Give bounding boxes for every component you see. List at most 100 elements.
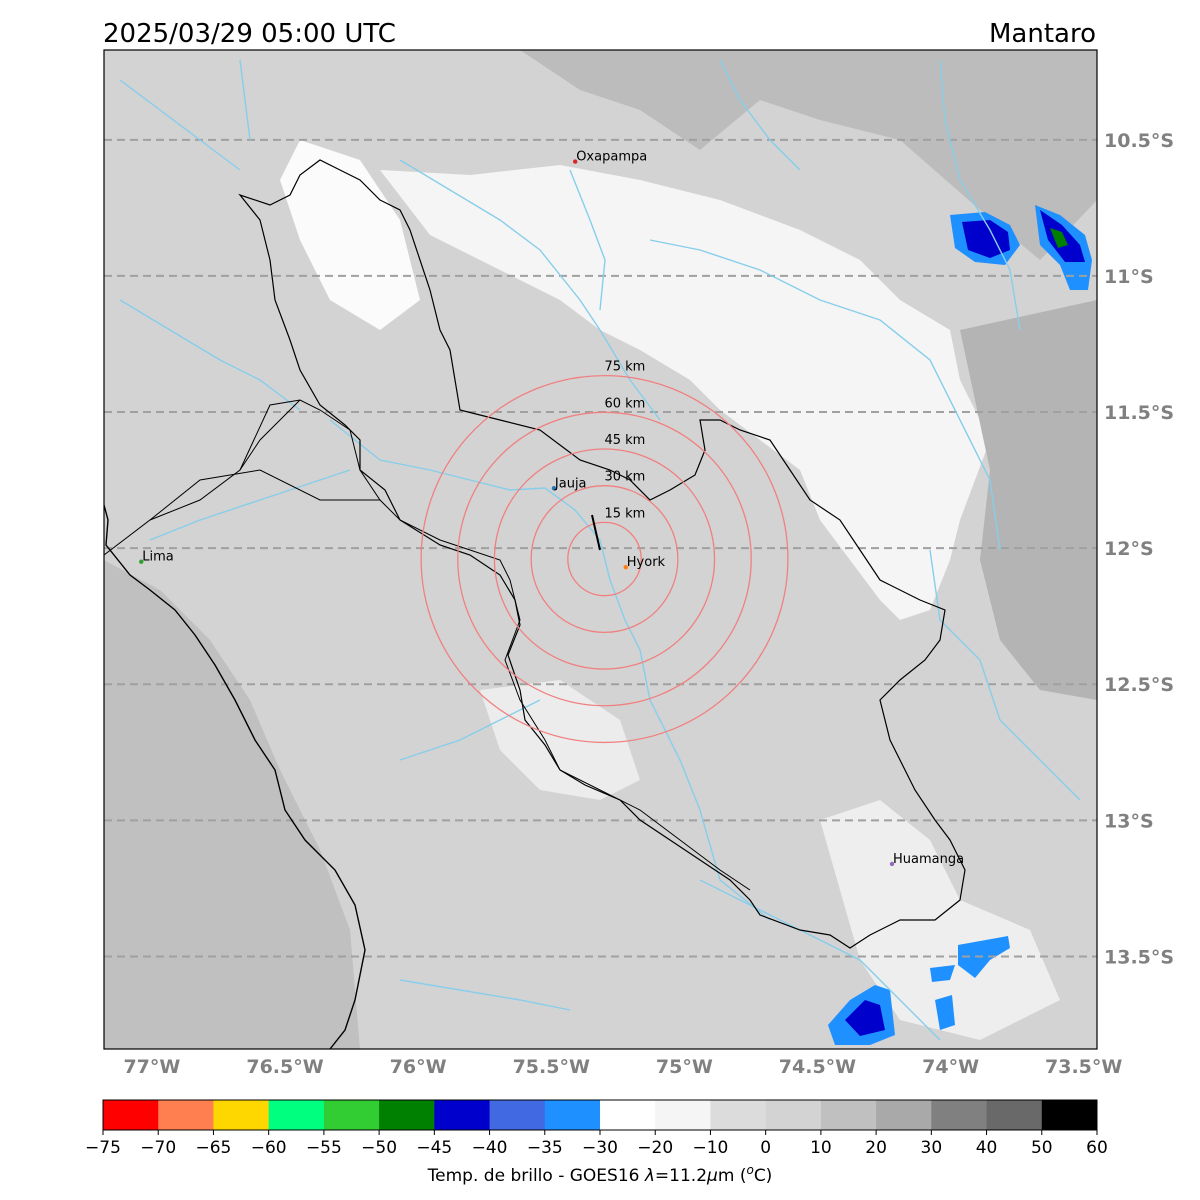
colorbar-bin bbox=[931, 1100, 988, 1130]
department-boundaries bbox=[104, 399, 751, 891]
river-east-1 bbox=[649, 239, 1001, 551]
colorbar-tick-label: 50 bbox=[1031, 1138, 1053, 1158]
city-label: Lima bbox=[142, 550, 173, 565]
city-label: Hyork bbox=[627, 555, 666, 570]
range-ring bbox=[420, 374, 789, 744]
colorbar-bin bbox=[1041, 1100, 1098, 1130]
range-ring bbox=[530, 485, 679, 634]
colorbar-bin bbox=[434, 1100, 491, 1130]
river-north-1 bbox=[399, 159, 661, 421]
river-north-3 bbox=[119, 79, 241, 171]
lat-label: 11.5°S bbox=[1104, 402, 1174, 424]
cloud-field-gray-east bbox=[960, 300, 1097, 700]
city-marker bbox=[889, 861, 895, 867]
river-south-1 bbox=[399, 699, 541, 761]
colorbar-bin bbox=[765, 1100, 822, 1130]
lat-label: 13°S bbox=[1104, 810, 1154, 832]
river-east-3 bbox=[929, 549, 1081, 801]
colorbar-tick-label: −50 bbox=[361, 1138, 397, 1158]
river-west-1 bbox=[149, 469, 351, 541]
colorbar-bin bbox=[379, 1100, 435, 1130]
colorbar-bin bbox=[600, 1100, 656, 1130]
colorbar-bin bbox=[986, 1100, 1043, 1130]
lon-label: 76°W bbox=[390, 1056, 447, 1078]
colorbar-bin bbox=[213, 1100, 270, 1130]
city-label: Huamanga bbox=[893, 852, 964, 867]
river-north-2 bbox=[569, 169, 606, 311]
river-north-5 bbox=[239, 59, 251, 141]
colorbar-bin bbox=[103, 1100, 159, 1130]
colorbar-label: Temp. de brillo - GOES16 λ=11.2μm (oC) bbox=[427, 1163, 773, 1186]
city-marker bbox=[623, 564, 628, 570]
lon-label: 76.5°W bbox=[246, 1056, 323, 1078]
colorbar-tick-label: −75 bbox=[85, 1138, 121, 1158]
river-mantaro bbox=[329, 419, 771, 921]
lat-label: 12°S bbox=[1104, 538, 1154, 560]
lon-label: 75°W bbox=[656, 1056, 713, 1078]
river-north-4 bbox=[719, 59, 801, 171]
range-ring-label: 30 km bbox=[604, 470, 645, 485]
range-ring-label: 45 km bbox=[604, 433, 645, 448]
river-west-2 bbox=[119, 299, 301, 411]
colorbar-bin bbox=[489, 1100, 546, 1130]
colorbar-tick-label: 0 bbox=[760, 1138, 771, 1158]
latitude-labels: 10.5°S 11°S 11.5°S 12°S 12.5°S 13°S 13.5°S bbox=[1104, 130, 1174, 969]
rivers bbox=[119, 59, 1081, 1041]
colorbar-bin bbox=[820, 1100, 877, 1130]
lat-label: 10.5°S bbox=[1104, 130, 1174, 152]
range-ring-label: 75 km bbox=[604, 360, 645, 375]
colorbar-tick-label: −20 bbox=[637, 1138, 673, 1158]
colorbar-bin bbox=[655, 1100, 711, 1130]
colorbar-tick-label: −10 bbox=[692, 1138, 728, 1158]
range-ring-label: 15 km bbox=[604, 506, 645, 521]
datetime-title: 2025/03/29 05:00 UTC bbox=[103, 19, 396, 49]
cloud-field-gray-ne bbox=[520, 50, 1097, 260]
longitude-labels: 77°W 76.5°W 76°W 75.5°W 75°W 74.5°W 74°W 73.5°W bbox=[123, 1056, 1122, 1078]
colorbar-tick-label: −65 bbox=[195, 1138, 231, 1158]
colorbar-bin bbox=[876, 1100, 932, 1130]
convective-cell-northeast bbox=[950, 205, 1092, 290]
basin-title: Mantaro bbox=[989, 19, 1096, 49]
city-label: Jauja bbox=[554, 476, 587, 491]
river-east-2 bbox=[939, 59, 1021, 331]
lon-label: 74°W bbox=[922, 1056, 979, 1078]
track-line bbox=[591, 514, 601, 551]
range-rings: 15 km 30 km 45 km 60 km 75 km bbox=[420, 360, 789, 744]
colorbar-tick-label: 40 bbox=[976, 1138, 998, 1158]
map-panel: 15 km 30 km 45 km 60 km 75 km Oxapampa Jauja H… bbox=[104, 50, 1097, 1049]
cloud-field-gray-west bbox=[104, 560, 360, 1049]
lon-label: 75.5°W bbox=[513, 1056, 590, 1078]
colorbar-tick-label: −70 bbox=[140, 1138, 176, 1158]
colorbar-tick-label: −30 bbox=[582, 1138, 618, 1158]
city-marker bbox=[573, 159, 578, 164]
colorbar-tick-label: 10 bbox=[810, 1138, 832, 1158]
colorbar-tick-label: 30 bbox=[921, 1138, 943, 1158]
convective-cell-south bbox=[828, 936, 1010, 1045]
river-south-3 bbox=[399, 979, 571, 1011]
range-ring-label: 60 km bbox=[604, 396, 645, 411]
lat-label: 11°S bbox=[1104, 266, 1154, 288]
colorbar-tick-label: 60 bbox=[1086, 1138, 1108, 1158]
lon-label: 77°W bbox=[123, 1056, 180, 1078]
lat-label: 13.5°S bbox=[1104, 946, 1174, 968]
colorbar-tick-label: −60 bbox=[251, 1138, 287, 1158]
colorbar-tick-label: −35 bbox=[527, 1138, 563, 1158]
lon-label: 73.5°W bbox=[1045, 1056, 1122, 1078]
city-label: Oxapampa bbox=[576, 150, 647, 165]
colorbar-bin bbox=[710, 1100, 767, 1130]
cloud-field-white-north bbox=[280, 140, 420, 330]
colorbar-ticks: −75 −70 −65 −60 −55 −50 −45 −40 −35 −30 −20 −10 0 10 2… bbox=[85, 1130, 1108, 1158]
colorbar-bin bbox=[323, 1100, 380, 1130]
lon-label: 74.5°W bbox=[779, 1056, 856, 1078]
colorbar-bin bbox=[268, 1100, 325, 1130]
coastline bbox=[104, 504, 366, 1049]
cloud-field-white-center bbox=[380, 165, 990, 620]
map-frame bbox=[103, 49, 1098, 1050]
city-marker bbox=[139, 559, 144, 564]
cities: Oxapampa Jauja Hyork Lima Huamanga bbox=[139, 150, 964, 867]
colorbar-tick-label: −55 bbox=[306, 1138, 342, 1158]
range-ring bbox=[457, 411, 752, 707]
range-ring bbox=[493, 448, 716, 670]
colorbar bbox=[103, 1100, 1098, 1130]
